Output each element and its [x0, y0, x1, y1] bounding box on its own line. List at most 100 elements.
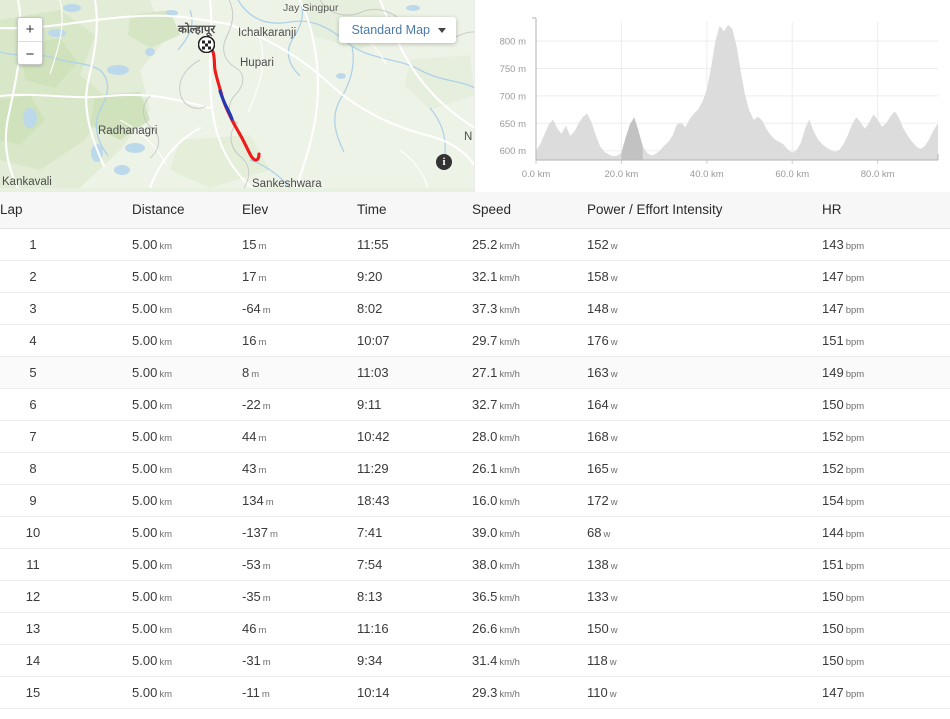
table-row[interactable]: 165.00km59m12:4523.5km/h132w151bpm: [0, 708, 950, 719]
info-icon[interactable]: i: [436, 154, 452, 170]
cell-hr: 147 bpm: [822, 260, 950, 293]
map-style-dropdown[interactable]: Standard Map: [339, 17, 456, 43]
cell-hr-unit: bpm: [845, 305, 865, 316]
cell-speed-unit: km/h: [499, 593, 520, 604]
cell-elev-unit: m: [258, 241, 267, 252]
column-header-hr[interactable]: HR: [822, 192, 950, 229]
cell-elev-unit: m: [258, 465, 267, 476]
cell-elev: 59m: [242, 708, 357, 719]
zoom-in-button[interactable]: +: [18, 18, 42, 42]
cell-elev-unit: m: [262, 657, 271, 668]
cell-distance-unit: km: [159, 273, 172, 284]
cell-lap: 15: [0, 676, 132, 709]
cell-time: 11:55: [357, 228, 472, 261]
table-row[interactable]: 9 5.00 km 134 m 18:43 16.0 km/h 172 w 154 bpm: [0, 484, 950, 517]
table-row[interactable]: 13 5.00 km 46 m 11:16 26.6 km/h 150 w 150 bpm: [0, 612, 950, 645]
table-row[interactable]: 7 5.00 km 44 m 10:42 28.0 km/h 168 w 152 bpm: [0, 420, 950, 453]
cell-speed: 25.2 km/h: [472, 228, 587, 261]
table-row[interactable]: 6 5.00 km -22 m 9:11 32.7 km/h 164 w 150 bpm: [0, 388, 950, 421]
cell-speed-unit: km/h: [499, 625, 520, 636]
table-row[interactable]: 8 5.00 km 43 m 11:29 26.1 km/h 165 w 152 bpm: [0, 452, 950, 485]
table-row[interactable]: 5 5.00 km 8 m 11:03 27.1 km/h 163 w 149 bpm: [0, 356, 950, 389]
cell-hr-unit: bpm: [845, 593, 865, 604]
cell-elev-unit: m: [258, 625, 267, 636]
svg-text:800 m: 800 m: [500, 37, 526, 48]
map-zoom-controls[interactable]: + −: [17, 17, 43, 65]
cell-power-unit: w: [610, 593, 618, 604]
cell-speed-unit: km/h: [499, 241, 520, 252]
cell-power-unit: w: [609, 657, 617, 668]
cell-power-unit: w: [610, 497, 618, 508]
cell-speed: 29.3 km/h: [472, 676, 587, 709]
cell-power: 133 w: [587, 580, 822, 613]
cell-lap: 12: [0, 580, 132, 613]
table-row[interactable]: 4 5.00 km 16 m 10:07 29.7 km/h 176 w 151 bpm: [0, 324, 950, 357]
cell-elev-unit: m: [262, 561, 271, 572]
cell-time: 9:20: [357, 260, 472, 293]
table-row[interactable]: 15 5.00 km -11 m 10:14 29.3 km/h 110 w 147 bpm: [0, 676, 950, 709]
svg-text:40.0 km: 40.0 km: [690, 169, 724, 180]
cell-power-unit: w: [610, 433, 618, 444]
column-header-lap[interactable]: Lap: [0, 192, 132, 229]
cell-time: 8:02: [357, 292, 472, 325]
cell-speed: 36.5 km/h: [472, 580, 587, 613]
cell-speed: 32.7 km/h: [472, 388, 587, 421]
cell-distance-unit: km: [159, 433, 172, 444]
cell-distance-unit: km: [159, 593, 172, 604]
table-row[interactable]: 1 5.00 km 15 m 11:55 25.2 km/h 152 w 143 bpm: [0, 228, 950, 261]
cell-hr: 144 bpm: [822, 516, 950, 549]
cell-elev: -22 m: [242, 388, 357, 421]
cell-distance-unit: km: [159, 657, 172, 668]
cell-time: 9:11: [357, 388, 472, 421]
route-map-panel[interactable]: + − Standard Map i कोल्हापूर Jay Singpur…: [0, 0, 475, 192]
column-header-speed[interactable]: Speed: [472, 192, 587, 229]
table-row[interactable]: 14 5.00 km -31 m 9:34 31.4 km/h 118 w 150 bpm: [0, 644, 950, 677]
column-header-time[interactable]: Time: [357, 192, 472, 229]
svg-text:600 m: 600 m: [500, 146, 526, 157]
cell-speed: 37.3 km/h: [472, 292, 587, 325]
zoom-out-button[interactable]: −: [25, 45, 35, 63]
cell-elev-unit: m: [262, 593, 271, 604]
column-header-distance[interactable]: Distance: [132, 192, 242, 229]
elevation-chart-svg: 600 m 650 m 700 m 750 m 800 m 0.0 km 20.0 km 40…: [500, 17, 939, 180]
laps-table: Lap Distance Elev Time Speed Power / Eff…: [0, 192, 950, 719]
cell-elev: -11 m: [242, 676, 357, 709]
cell-hr-unit: bpm: [845, 529, 865, 540]
cell-elev-unit: m: [265, 497, 274, 508]
cell-speed: 32.1 km/h: [472, 260, 587, 293]
table-row[interactable]: 2 5.00 km 17 m 9:20 32.1 km/h 158 w 147 bpm: [0, 260, 950, 293]
cell-elev-unit: m: [258, 273, 267, 284]
cell-time: 7:54: [357, 548, 472, 581]
chevron-down-icon: [438, 27, 446, 33]
cell-hr-unit: bpm: [845, 497, 865, 508]
cell-elev: 15 m: [242, 228, 357, 261]
table-row[interactable]: 10 5.00 km -137 m 7:41 39.0 km/h 68 w 144 bpm: [0, 516, 950, 549]
table-row[interactable]: 11 5.00 km -53 m 7:54 38.0 km/h 138 w 151 bpm: [0, 548, 950, 581]
svg-text:20.0 km: 20.0 km: [605, 169, 639, 180]
cell-lap: 1: [0, 228, 132, 261]
cell-elev: -35 m: [242, 580, 357, 613]
cell-power: 165 w: [587, 452, 822, 485]
table-row[interactable]: 12 5.00 km -35 m 8:13 36.5 km/h 133 w 150 bpm: [0, 580, 950, 613]
cell-hr-unit: bpm: [845, 689, 865, 700]
table-row[interactable]: 3 5.00 km -64 m 8:02 37.3 km/h 148 w 147 bpm: [0, 292, 950, 325]
cell-power: 158 w: [587, 260, 822, 293]
cell-lap: 11: [0, 548, 132, 581]
svg-text:650 m: 650 m: [500, 119, 526, 130]
cell-hr: 150 bpm: [822, 580, 950, 613]
cell-power: 132w: [587, 708, 822, 719]
cell-hr-unit: bpm: [845, 561, 865, 572]
cell-time: 11:16: [357, 612, 472, 645]
cell-elev: -53 m: [242, 548, 357, 581]
cell-power-unit: w: [610, 401, 618, 412]
cell-speed-unit: km/h: [499, 561, 520, 572]
elevation-profile-chart[interactable]: 600 m 650 m 700 m 750 m 800 m 0.0 km 20.0 km 40…: [475, 0, 950, 192]
column-header-power[interactable]: Power / Effort Intensity: [587, 192, 822, 229]
cell-time: 7:41: [357, 516, 472, 549]
column-header-elev[interactable]: Elev: [242, 192, 357, 229]
